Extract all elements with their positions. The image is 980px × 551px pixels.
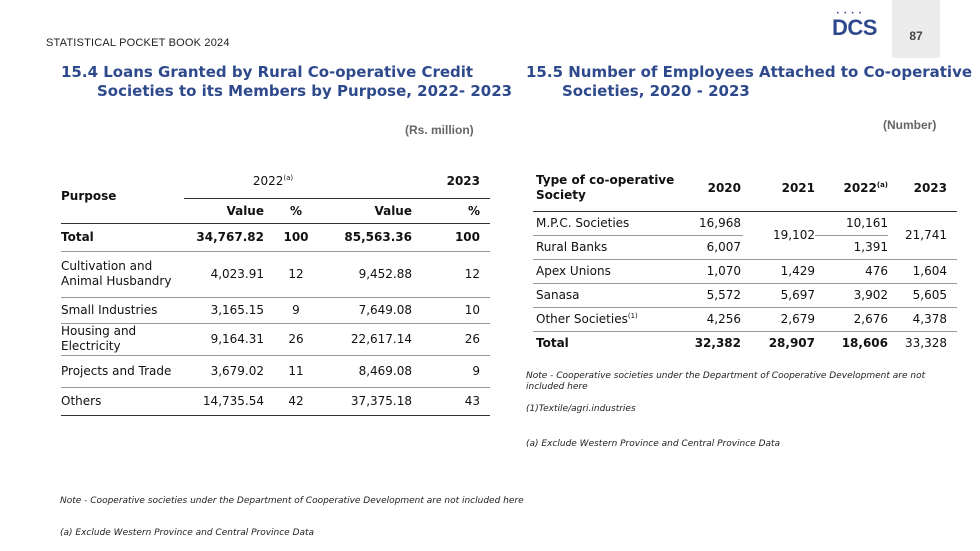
col-year-2023: 2023 (322, 165, 490, 199)
right-title-line2: Societies, 2020 - 2023 (562, 82, 750, 100)
right-title-line1: 15.5 Number of Employees Attached to Co-… (526, 63, 973, 81)
col-2022: 2022(a) (843, 180, 888, 195)
merged-2021: 19,102 (773, 228, 815, 242)
table-row: Sanasa 5,572 5,697 3,902 5,605 (533, 283, 957, 307)
left-note-1: Note - Cooperative societies under the D… (60, 496, 524, 506)
dcs-logo: • • • • DCS (832, 9, 878, 40)
employees-table: Type of co-operative Society 2020 2021 2… (533, 165, 957, 355)
table-row: Total 32,382 28,907 18,606 33,328 (536, 336, 947, 351)
sub-value-2023: Value (374, 203, 412, 218)
table-row: Projects and Trade 3,679.02 11 8,469.08 … (61, 355, 490, 387)
table-row: Apex Unions 1,070 1,429 476 1,604 (533, 259, 957, 283)
sub-pct-2023: % (467, 203, 480, 218)
loans-table: Purpose 2022(a) 2023 Value % Value % Tot… (61, 165, 490, 416)
left-title-line1: 15.4 Loans Granted by Rural Co-operative… (61, 63, 474, 81)
col-type: Type of co-operative Society (536, 172, 675, 202)
right-section-title: 15.5 Number of Employees Attached to Co-… (526, 63, 972, 101)
table-row: Housing and Electricity 9,164.31 26 22,6… (61, 323, 490, 355)
left-section-title: 15.4 Loans Granted by Rural Co-operative… (61, 63, 512, 101)
sub-pct-2022: % (289, 203, 303, 218)
page-number-box: 87 (892, 0, 940, 58)
right-note-2: (1)Textile/agri.industries (526, 404, 636, 414)
merged-2023: 21,741 (905, 228, 947, 242)
book-title: STATISTICAL POCKET BOOK 2024 (46, 37, 230, 49)
right-note-1: Note - Cooperative societies under the D… (526, 371, 926, 392)
col-year-2022: 2022(a) (184, 165, 322, 199)
col-2021: 2021 (781, 180, 815, 195)
table-row: Others 14,735.54 42 37,375.18 43 (61, 387, 490, 415)
col-purpose: Purpose (61, 188, 117, 203)
table-row: Total 34,767.82 100 85,563.36 100 (61, 223, 490, 251)
col-2023: 2023 (913, 180, 947, 195)
page-number: 87 (909, 29, 923, 43)
right-unit: (Number) (883, 118, 937, 132)
sub-value-2022: Value (226, 203, 264, 218)
table-row: Other Societies(1) 4,256 2,679 2,676 4,3… (533, 307, 957, 331)
table-row: Cultivation and Animal Husbandry 4,023.9… (61, 251, 490, 297)
left-note-2: (a) Exclude Western Province and Central… (60, 528, 315, 538)
left-title-line2: Societies to its Members by Purpose, 202… (97, 82, 513, 100)
logo-text: DCS (832, 15, 877, 40)
right-note-3: (a) Exclude Western Province and Central… (526, 439, 781, 449)
col-2020: 2020 (707, 180, 741, 195)
left-unit: (Rs. million) (405, 123, 474, 137)
table-row: Small Industries 3,165.15 9 7,649.08 10 (61, 297, 490, 323)
logo-dots-icon: • • • • (836, 10, 863, 17)
table-row: M.P.C. Societies 16,968 19,102 10,161 21… (533, 211, 957, 242)
